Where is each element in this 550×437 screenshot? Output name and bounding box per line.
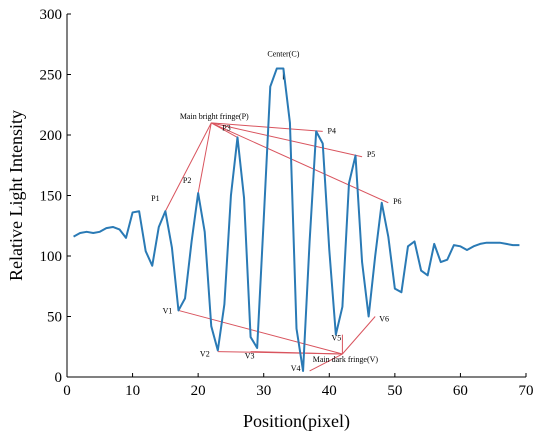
- point-label-p1: P1: [151, 194, 159, 203]
- point-label-center-c: Center(C): [267, 49, 299, 58]
- point-label-v5: V5: [332, 334, 342, 343]
- x-tick-label: 20: [191, 383, 206, 399]
- dark-guide-line: [309, 353, 343, 372]
- dark-guide-line: [342, 316, 376, 355]
- main-dark-fringe-label: Main dark fringe(V): [313, 355, 379, 364]
- point-label-p4: P4: [328, 126, 336, 135]
- point-label-p6: P6: [393, 197, 401, 206]
- y-tick-label: 250: [40, 68, 63, 84]
- bright-guide-line: [211, 122, 323, 132]
- point-label-v3: V3: [245, 352, 255, 361]
- point-label-v1: V1: [163, 306, 173, 315]
- point-label-p3: P3: [222, 123, 230, 132]
- bright-guide-line: [164, 122, 212, 212]
- y-axis-ticks: 0 50 100 150 200 250 300: [40, 7, 71, 386]
- fringe-guide-lines: [164, 68, 389, 372]
- bright-guide-line: [211, 122, 389, 204]
- bright-guide-line: [211, 122, 363, 158]
- x-tick-label: 30: [256, 383, 271, 399]
- series-group: [73, 67, 520, 372]
- y-tick-label: 300: [40, 7, 63, 23]
- y-tick-label: 50: [47, 310, 62, 326]
- bright-guide-line: [197, 122, 212, 194]
- x-tick-label: 70: [519, 383, 534, 399]
- x-axis-ticks: 0 10 20 30 40 50 60 70: [63, 373, 534, 399]
- x-axis-title: Position(pixel): [243, 411, 350, 432]
- x-tick-label: 10: [125, 383, 140, 399]
- point-label-v2: V2: [200, 350, 210, 359]
- y-tick-label: 100: [40, 249, 63, 265]
- point-label-p5: P5: [367, 150, 375, 159]
- point-label-v4: V4: [291, 364, 301, 373]
- x-tick-label: 40: [322, 383, 337, 399]
- y-axis-title: Relative Light Intensity: [6, 110, 26, 281]
- y-tick-label: 0: [55, 370, 63, 386]
- intensity-series-line: [73, 67, 520, 372]
- x-tick-label: 50: [387, 383, 402, 399]
- y-tick-label: 200: [40, 128, 63, 144]
- y-tick-label: 150: [40, 189, 63, 205]
- point-label-v6: V6: [379, 315, 389, 324]
- annotation-labels: P1 P2 P3 P4 P5 P6 V1 V2 V3 V4 V5 V6 Center(C) Main br…: [151, 49, 401, 373]
- x-tick-label: 60: [453, 383, 468, 399]
- x-tick-label: 0: [63, 383, 71, 399]
- main-bright-fringe-label: Main bright fringe(P): [180, 112, 249, 121]
- point-label-p2: P2: [183, 176, 191, 185]
- dark-guide-line: [250, 351, 343, 355]
- dark-guide-line: [178, 309, 343, 355]
